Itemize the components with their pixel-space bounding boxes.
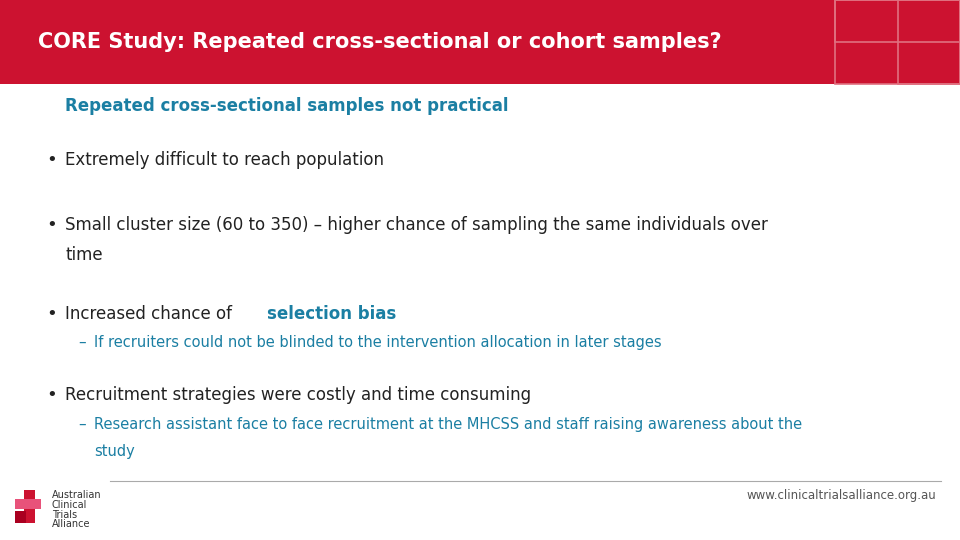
Text: Extremely difficult to reach population: Extremely difficult to reach population	[65, 151, 384, 169]
Text: CORE Study: Repeated cross-sectional or cohort samples?: CORE Study: Repeated cross-sectional or …	[38, 32, 722, 52]
Text: selection bias: selection bias	[267, 305, 396, 323]
Text: –: –	[79, 335, 86, 350]
Text: •: •	[46, 305, 57, 323]
Text: If recruiters could not be blinded to the intervention allocation in later stage: If recruiters could not be blinded to th…	[94, 335, 661, 350]
Text: Recruitment strategies were costly and time consuming: Recruitment strategies were costly and t…	[65, 386, 532, 404]
Text: •: •	[46, 216, 57, 234]
Text: Research assistant face to face recruitment at the MHCSS and staff raising aware: Research assistant face to face recruitm…	[94, 417, 803, 432]
Text: •: •	[46, 386, 57, 404]
Text: www.clinicaltrialsalliance.org.au: www.clinicaltrialsalliance.org.au	[746, 489, 936, 502]
Text: Trials: Trials	[52, 510, 77, 520]
Text: –: –	[79, 417, 86, 432]
Text: time: time	[65, 246, 103, 264]
Text: Clinical: Clinical	[52, 500, 87, 510]
Text: Australian: Australian	[52, 490, 102, 501]
Text: Alliance: Alliance	[52, 519, 90, 530]
Text: •: •	[46, 151, 57, 169]
Text: Increased chance of: Increased chance of	[65, 305, 237, 323]
Text: study: study	[94, 444, 134, 459]
Text: Small cluster size (60 to 350) – higher chance of sampling the same individuals : Small cluster size (60 to 350) – higher …	[65, 216, 768, 234]
Text: Repeated cross-sectional samples not practical: Repeated cross-sectional samples not pra…	[65, 97, 509, 115]
